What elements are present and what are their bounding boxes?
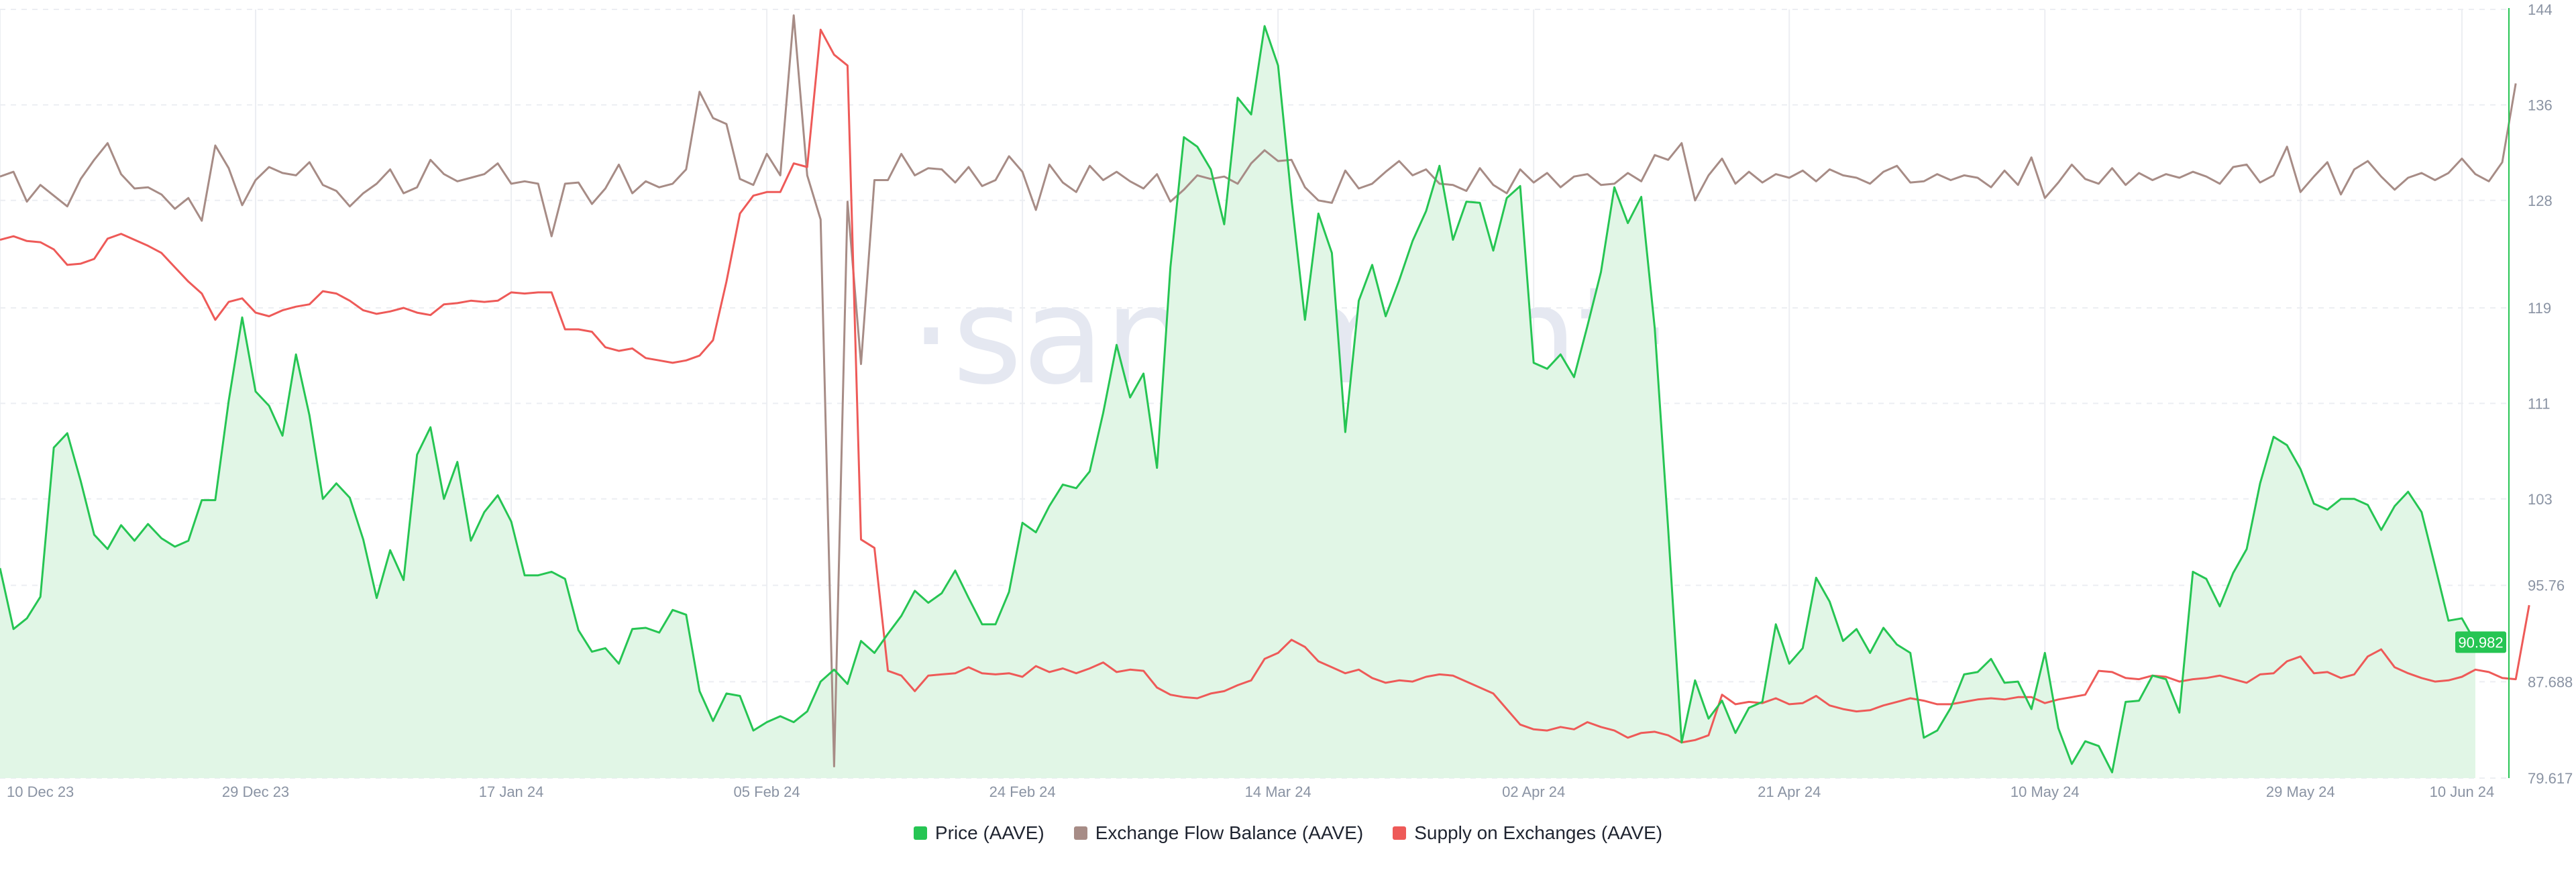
legend-label-exchange-flow-balance: Exchange Flow Balance (AAVE)	[1095, 822, 1364, 843]
current-price-badge-bg	[2455, 631, 2506, 653]
price-area-fill	[0, 25, 2475, 778]
legend-item-price[interactable]: Price (AAVE)	[913, 822, 1044, 844]
current-price-label: 90.982	[2458, 634, 2503, 651]
x-tick-label-3: 05 Feb 24	[734, 783, 800, 800]
legend-swatch-price	[913, 826, 927, 840]
x-tick-label-8: 10 May 24	[2010, 783, 2080, 800]
y-tick-label-3: 119	[2528, 300, 2551, 317]
x-tick-label-4: 24 Feb 24	[989, 783, 1056, 800]
series-line-supply-on-exchanges	[0, 28, 2530, 744]
legend-swatch-exchange-flow-balance	[1073, 826, 1087, 840]
x-tick-label-9: 29 May 24	[2266, 783, 2335, 800]
legend-swatch-supply-on-exchanges	[1393, 826, 1407, 840]
legend-label-price: Price (AAVE)	[934, 822, 1044, 843]
x-tick-label-6: 02 Apr 24	[1502, 783, 1565, 800]
y-tick-label-8: 79.617	[2528, 770, 2573, 787]
y-tick-label-0: 144	[2528, 1, 2553, 18]
legend-item-supply-on-exchanges[interactable]: Supply on Exchanges (AAVE)	[1393, 822, 1662, 844]
x-axis-ticks: 10 Dec 23 29 Dec 23 17 Jan 24 05 Feb 24 24 F…	[7, 783, 2494, 800]
series-line-exchange-flow-balance	[0, 14, 2517, 767]
x-tick-label-10: 10 Jun 24	[2430, 783, 2495, 800]
series-line-price	[0, 25, 2477, 773]
x-tick-label-0: 10 Dec 23	[7, 783, 74, 800]
y-axis-ticks: 144 136 128 119 111 103 95.76 87.688 79.617	[2528, 1, 2573, 787]
x-tick-label-5: 14 Mar 24	[1245, 783, 1311, 800]
current-price-badge: 90.982	[2455, 631, 2506, 653]
legend: Price (AAVE) Exchange Flow Balance (AAVE…	[0, 822, 2576, 844]
y-tick-label-7: 87.688	[2528, 673, 2573, 690]
y-tick-label-1: 136	[2528, 97, 2553, 113]
y-tick-label-6: 95.76	[2528, 578, 2565, 594]
series-layer	[0, 14, 2530, 778]
x-tick-label-1: 29 Dec 23	[222, 783, 289, 800]
legend-item-exchange-flow-balance[interactable]: Exchange Flow Balance (AAVE)	[1073, 822, 1364, 844]
y-tick-label-2: 128	[2528, 193, 2553, 209]
y-tick-label-5: 103	[2528, 491, 2553, 508]
y-tick-label-4: 111	[2528, 395, 2550, 412]
x-tick-label-2: 17 Jan 24	[479, 783, 544, 800]
x-tick-label-7: 21 Apr 24	[1758, 783, 1821, 800]
legend-label-supply-on-exchanges: Supply on Exchanges (AAVE)	[1414, 822, 1663, 843]
